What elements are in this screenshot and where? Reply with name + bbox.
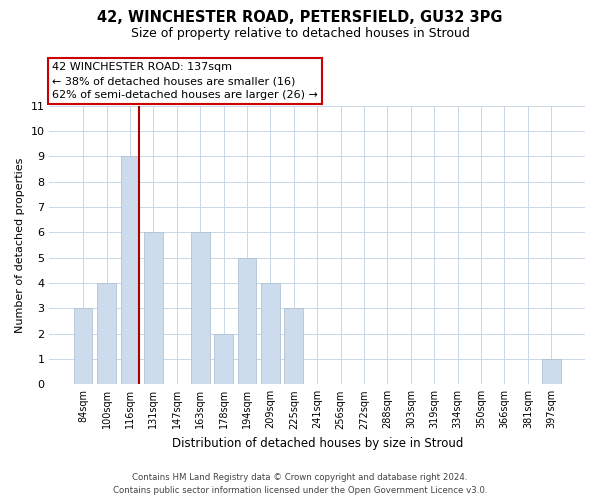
Bar: [261, 283, 280, 384]
Text: 42 WINCHESTER ROAD: 137sqm
← 38% of detached houses are smaller (16)
62% of semi: 42 WINCHESTER ROAD: 137sqm ← 38% of deta…: [52, 62, 318, 100]
Bar: [542, 359, 560, 384]
X-axis label: Distribution of detached houses by size in Stroud: Distribution of detached houses by size …: [172, 437, 463, 450]
Bar: [284, 308, 303, 384]
Bar: [121, 156, 139, 384]
Bar: [238, 258, 256, 384]
Text: Size of property relative to detached houses in Stroud: Size of property relative to detached ho…: [131, 28, 469, 40]
Bar: [214, 334, 233, 384]
Text: Contains HM Land Registry data © Crown copyright and database right 2024.
Contai: Contains HM Land Registry data © Crown c…: [113, 474, 487, 495]
Bar: [144, 232, 163, 384]
Text: 42, WINCHESTER ROAD, PETERSFIELD, GU32 3PG: 42, WINCHESTER ROAD, PETERSFIELD, GU32 3…: [97, 10, 503, 25]
Y-axis label: Number of detached properties: Number of detached properties: [15, 158, 25, 332]
Bar: [191, 232, 209, 384]
Bar: [74, 308, 92, 384]
Bar: [97, 283, 116, 384]
